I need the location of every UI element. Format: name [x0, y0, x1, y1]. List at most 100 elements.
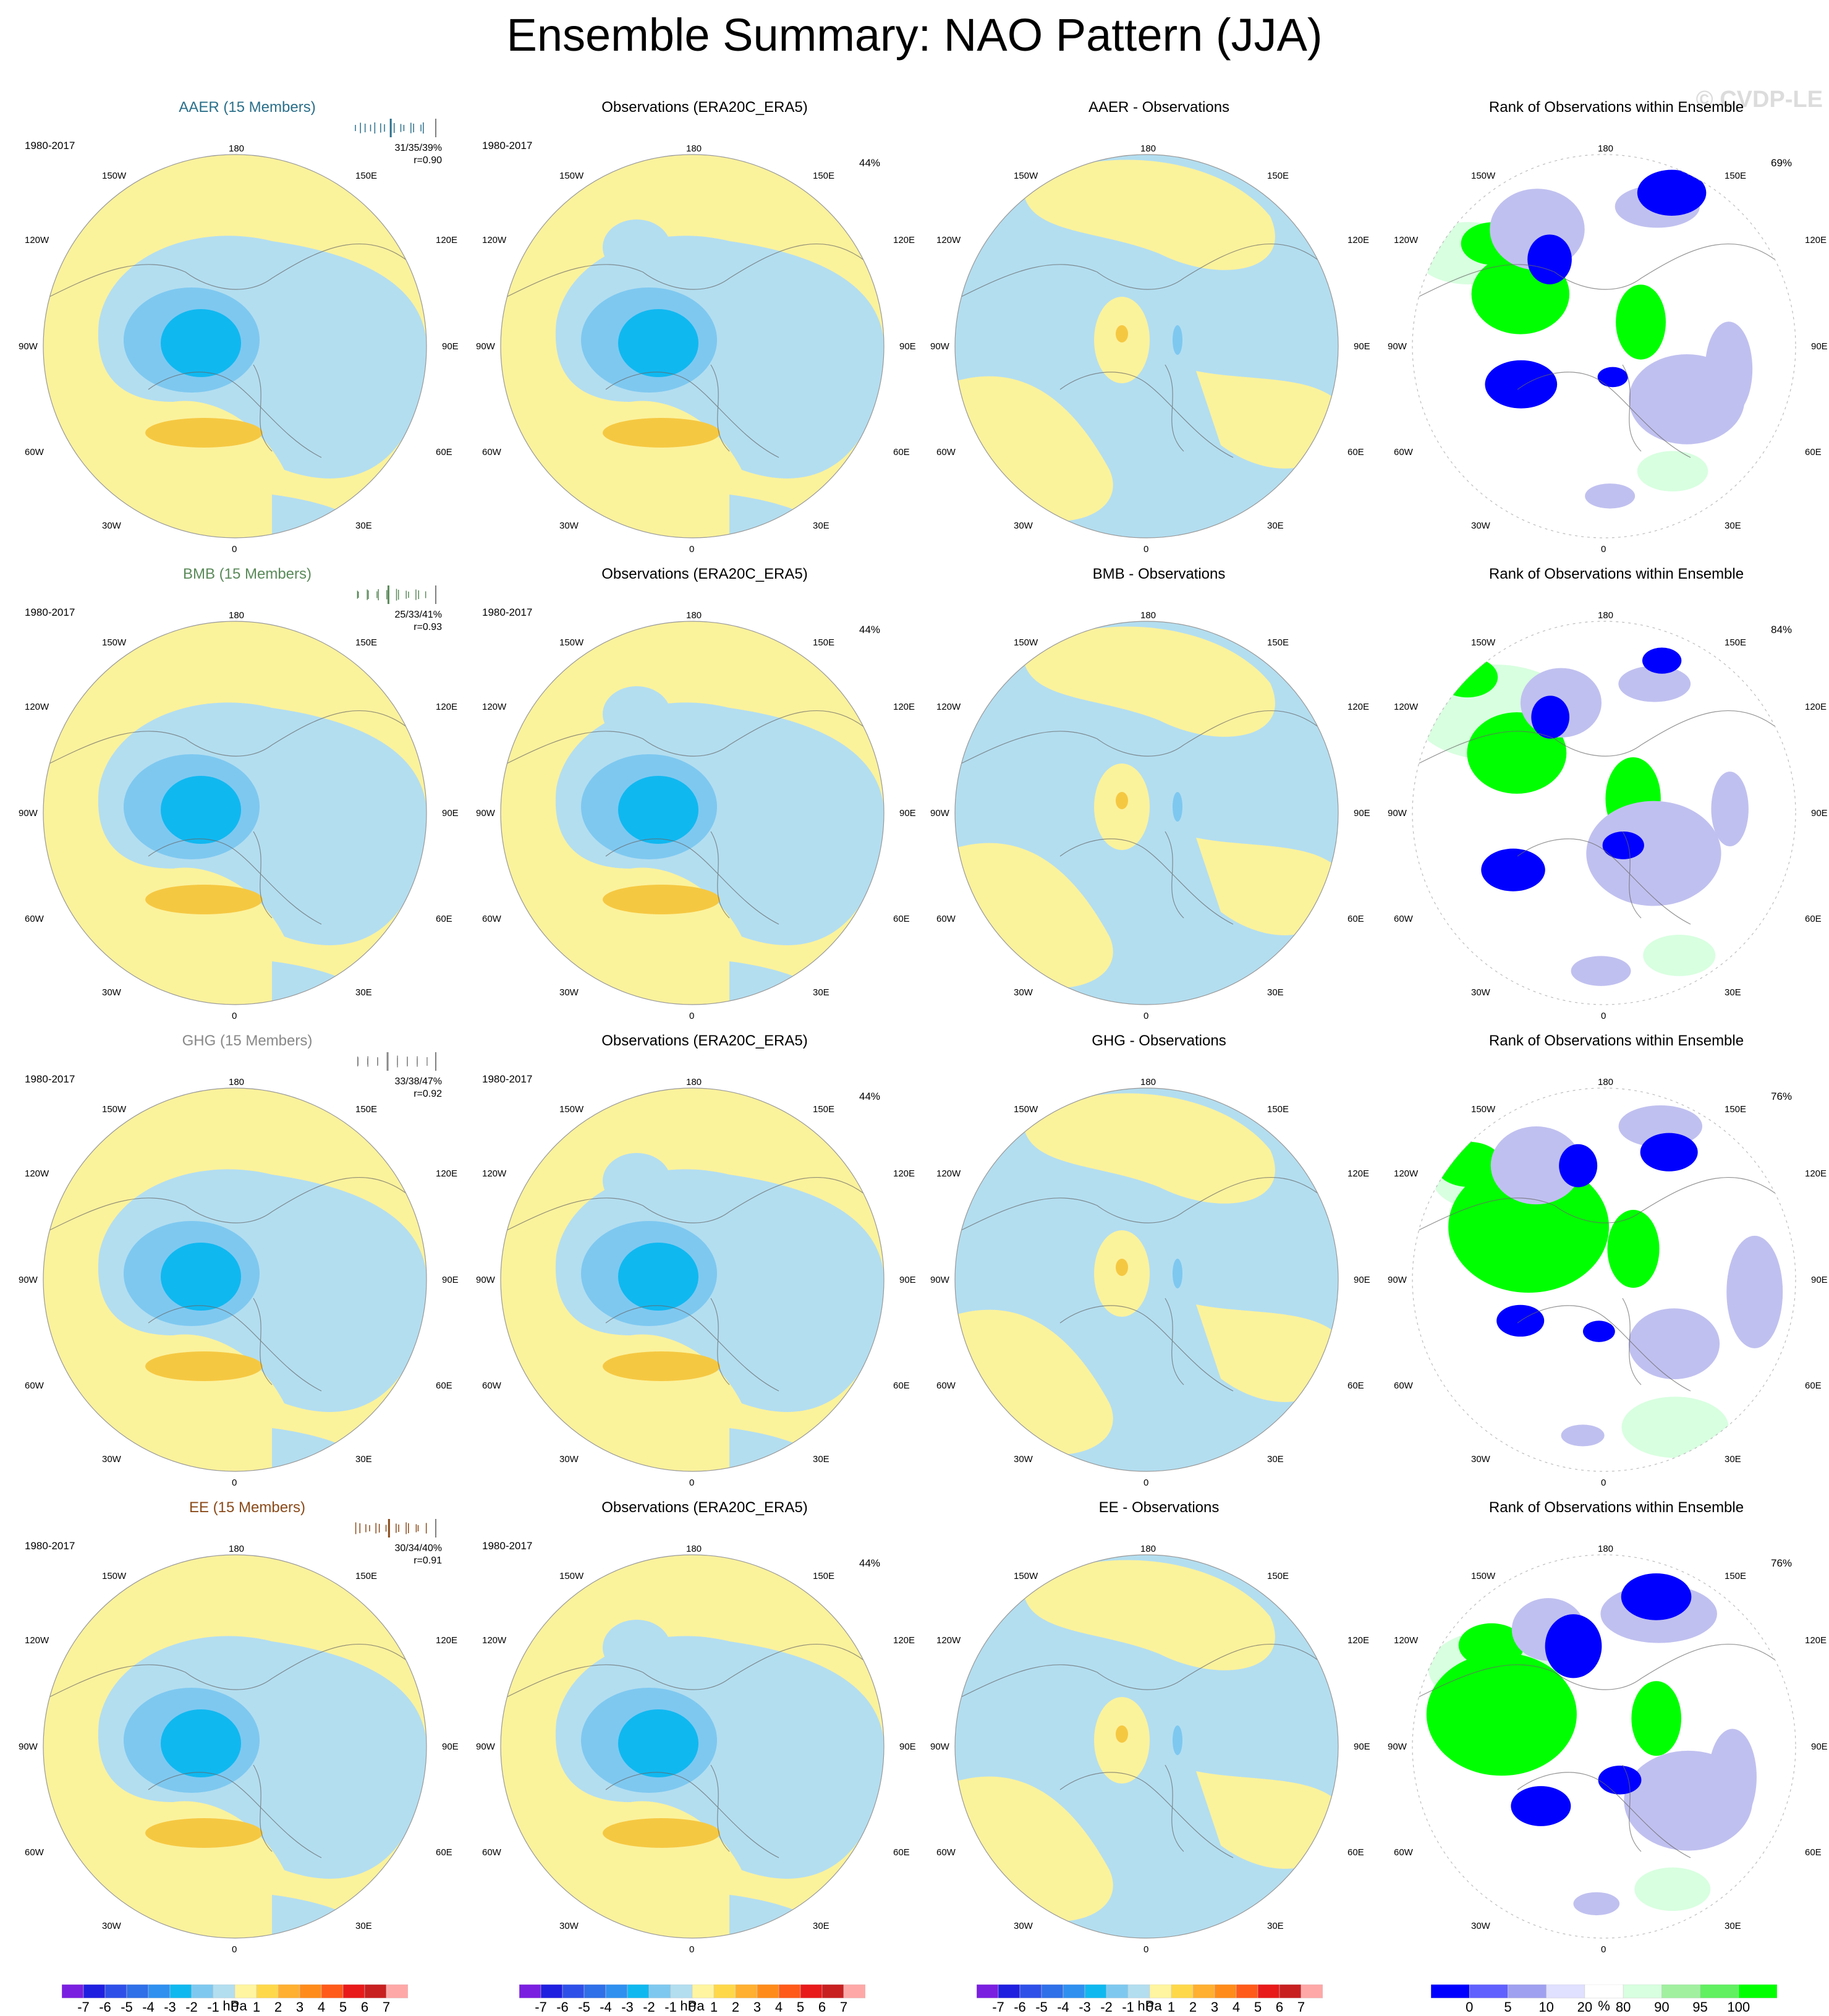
percent-variance-label: 44%: [859, 624, 881, 636]
colorbar-swatch: [562, 1984, 585, 1999]
longitude-label-150W: 150W: [559, 171, 584, 181]
ensemble-stats: 25/33/41% r=0.93: [343, 609, 442, 634]
percent-variance-label: 44%: [859, 1557, 881, 1569]
longitude-label-90E: 90E: [899, 1275, 916, 1285]
longitude-label-120W: 120W: [936, 235, 961, 245]
colorbar-swatch: [299, 1984, 322, 1999]
period-label: 1980-2017: [482, 1073, 533, 1085]
colorbar-tick-label: 80: [1615, 1999, 1631, 2015]
rank-map: [1412, 621, 1796, 1005]
longitude-label-150W: 150W: [1014, 1571, 1038, 1581]
period-label: 1980-2017: [25, 140, 75, 151]
watermark: © CVDP-LE: [1695, 87, 1823, 113]
longitude-label-90W: 90W: [19, 808, 38, 819]
longitude-label-30W: 30W: [1471, 1454, 1490, 1465]
panel-3-ensemble: GHG (15 Members) 1980-2017 33/38/47% r=0.92…: [19, 1032, 476, 1502]
longitude-label-30W: 30W: [102, 987, 121, 998]
rank-region: [1711, 772, 1749, 847]
colorbar-swatch: [191, 1984, 214, 1999]
observations-title: Observations (ERA20C_ERA5): [601, 99, 808, 116]
longitude-label-90W: 90W: [19, 341, 38, 352]
longitude-label-90W: 90W: [930, 1275, 949, 1285]
longitude-label-0: 0: [1601, 1011, 1606, 1021]
colorbar-tick-label: 95: [1692, 1999, 1708, 2015]
longitude-label-30W: 30W: [1014, 521, 1033, 531]
longitude-label-0: 0: [1601, 544, 1606, 555]
longitude-label-150E: 150E: [813, 1571, 835, 1581]
colorbar-swatch: [540, 1984, 563, 1999]
longitude-label-120E: 120E: [1805, 702, 1827, 712]
colorbar-tick-label: -3: [1079, 1999, 1091, 2015]
longitude-label-30E: 30E: [813, 1454, 830, 1465]
colorbar-labels: 0 5 10 20 80 90 95 100: [1431, 1999, 1777, 2015]
polar-map: [43, 154, 427, 538]
longitude-label-30W: 30W: [1014, 1454, 1033, 1465]
longitude-label-90E: 90E: [1354, 1742, 1370, 1752]
colorbar-swatch: [278, 1984, 300, 1999]
rank-region: [1561, 1424, 1605, 1447]
rank-region: [1708, 1729, 1757, 1826]
colorbar-tick-label: 10: [1538, 1999, 1554, 2015]
rank-region: [1621, 1397, 1729, 1458]
rank-region: [1597, 367, 1628, 388]
longitude-label-60E: 60E: [1805, 914, 1822, 924]
longitude-label-90E: 90E: [442, 1742, 459, 1752]
panel-4-rank: Rank of Observations within Ensemble 76% 1…: [1388, 1499, 1829, 1969]
colorbar-swatch: [1192, 1984, 1215, 1999]
pct-range: 25/33/41%: [394, 610, 442, 620]
colorbar-3-unit: hPa: [1137, 1998, 1162, 2014]
colorbar-swatch: [1661, 1984, 1700, 1999]
colorbar-2-unit: hPa: [680, 1998, 705, 2014]
observations-title: Observations (ERA20C_ERA5): [601, 1499, 808, 1516]
colorbar-swatch: [1700, 1984, 1739, 1999]
longitude-label-0: 0: [1144, 1011, 1149, 1021]
colorbar-swatch: [83, 1984, 106, 1999]
longitude-label-180: 180: [1140, 1544, 1156, 1554]
colorbar-labels: -7 -6 -5 -4 -3 -2 -1 0 1 2 3 4 5 6 7: [977, 1999, 1323, 2015]
longitude-label-30E: 30E: [1267, 1921, 1284, 1931]
longitude-label-150W: 150W: [1471, 1571, 1496, 1581]
longitude-label-60W: 60W: [936, 914, 956, 924]
longitude-label-150E: 150E: [355, 1104, 378, 1115]
colorbar-tick-label: -1: [1122, 1999, 1134, 2015]
longitude-label-150E: 150E: [813, 171, 835, 181]
colorbar-swatch: [321, 1984, 344, 1999]
rank-region: [1458, 1623, 1525, 1667]
colorbar-swatch: [843, 1984, 865, 1999]
colorbar-swatch: [800, 1984, 823, 1999]
rank-region: [1607, 1210, 1660, 1288]
colorbar-tick-label: 3: [295, 1999, 304, 2015]
period-label: 1980-2017: [25, 1073, 75, 1085]
colorbar-swatch: [342, 1984, 365, 1999]
rank-region: [1640, 1133, 1698, 1172]
colorbar-tick-label: 7: [382, 1999, 391, 2015]
longitude-label-90E: 90E: [1811, 1742, 1828, 1752]
longitude-label-60W: 60W: [1394, 914, 1413, 924]
colorbar-tick-label: 2: [274, 1999, 282, 2015]
longitude-label-90W: 90W: [19, 1742, 38, 1752]
polar-map: [500, 154, 885, 538]
polar-map: [954, 154, 1339, 538]
longitude-label-60W: 60W: [25, 447, 44, 457]
ensemble-spread-ticks: [357, 585, 436, 604]
colorbar-tick-label: 6: [360, 1999, 369, 2015]
panel-2-ensemble: BMB (15 Members) 1980-2017 25/33/41% r=0.93…: [19, 566, 476, 1036]
colorbar-swatch: [1469, 1984, 1508, 1999]
longitude-label-90E: 90E: [442, 808, 459, 819]
longitude-label-180: 180: [1140, 610, 1156, 621]
longitude-label-120W: 120W: [25, 702, 49, 712]
longitude-label-60E: 60E: [893, 447, 910, 457]
longitude-label-30W: 30W: [102, 1921, 121, 1931]
longitude-label-120E: 120E: [893, 1168, 915, 1179]
colorbar-tick-label: 1: [710, 1999, 718, 2015]
longitude-label-90E: 90E: [1354, 341, 1370, 352]
colorbar-swatch: [583, 1984, 606, 1999]
ensemble-title: AAER (15 Members): [179, 99, 316, 116]
ensemble-title: GHG (15 Members): [182, 1032, 313, 1049]
ensemble-title: EE (15 Members): [189, 1499, 306, 1516]
longitude-label-120W: 120W: [1394, 1168, 1419, 1179]
colorbar-tick-label: 1: [252, 1999, 261, 2015]
longitude-label-60W: 60W: [25, 914, 44, 924]
longitude-label-30W: 30W: [102, 1454, 121, 1465]
colorbar-swatch: [670, 1984, 693, 1999]
